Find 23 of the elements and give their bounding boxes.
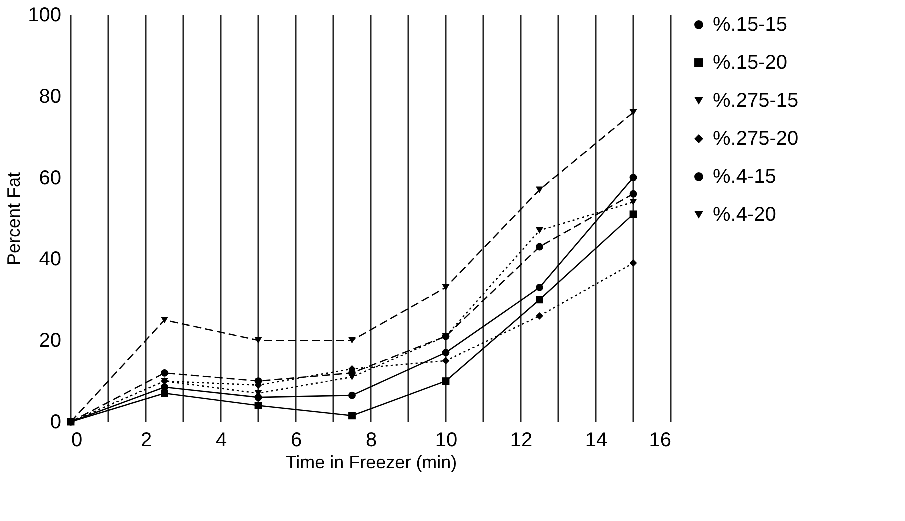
x-tick-label: 4 bbox=[216, 430, 228, 452]
y-tick-label: 0 bbox=[50, 412, 62, 434]
legend-label: %.275-20 bbox=[713, 128, 799, 150]
x-tick-label: 16 bbox=[649, 430, 672, 452]
y-tick-label: 40 bbox=[39, 248, 62, 271]
legend-label: %.15-15 bbox=[713, 14, 788, 36]
y-axis-title: Percent Fat bbox=[4, 172, 24, 266]
y-tick-label: 80 bbox=[39, 86, 62, 108]
legend-label: %.4-15 bbox=[713, 166, 776, 188]
x-tick-label: 2 bbox=[140, 430, 152, 452]
legend-label: %.15-20 bbox=[713, 52, 788, 74]
legend-label: %.4-20 bbox=[713, 204, 776, 226]
x-tick-label: 14 bbox=[585, 430, 608, 452]
x-tick-label: 8 bbox=[366, 430, 378, 452]
y-tick-label: 20 bbox=[39, 330, 62, 352]
legend-label: %.275-15 bbox=[713, 90, 799, 112]
x-tick-label: 0 bbox=[72, 430, 83, 452]
x-tick-label: 12 bbox=[510, 430, 533, 452]
x-tick-label: 6 bbox=[290, 430, 302, 452]
x-axis-title: Time in Freezer (min) bbox=[286, 452, 458, 472]
x-tick-label: 10 bbox=[435, 430, 458, 452]
y-tick-label: 60 bbox=[39, 167, 62, 190]
y-tick-label: 100 bbox=[28, 4, 62, 26]
